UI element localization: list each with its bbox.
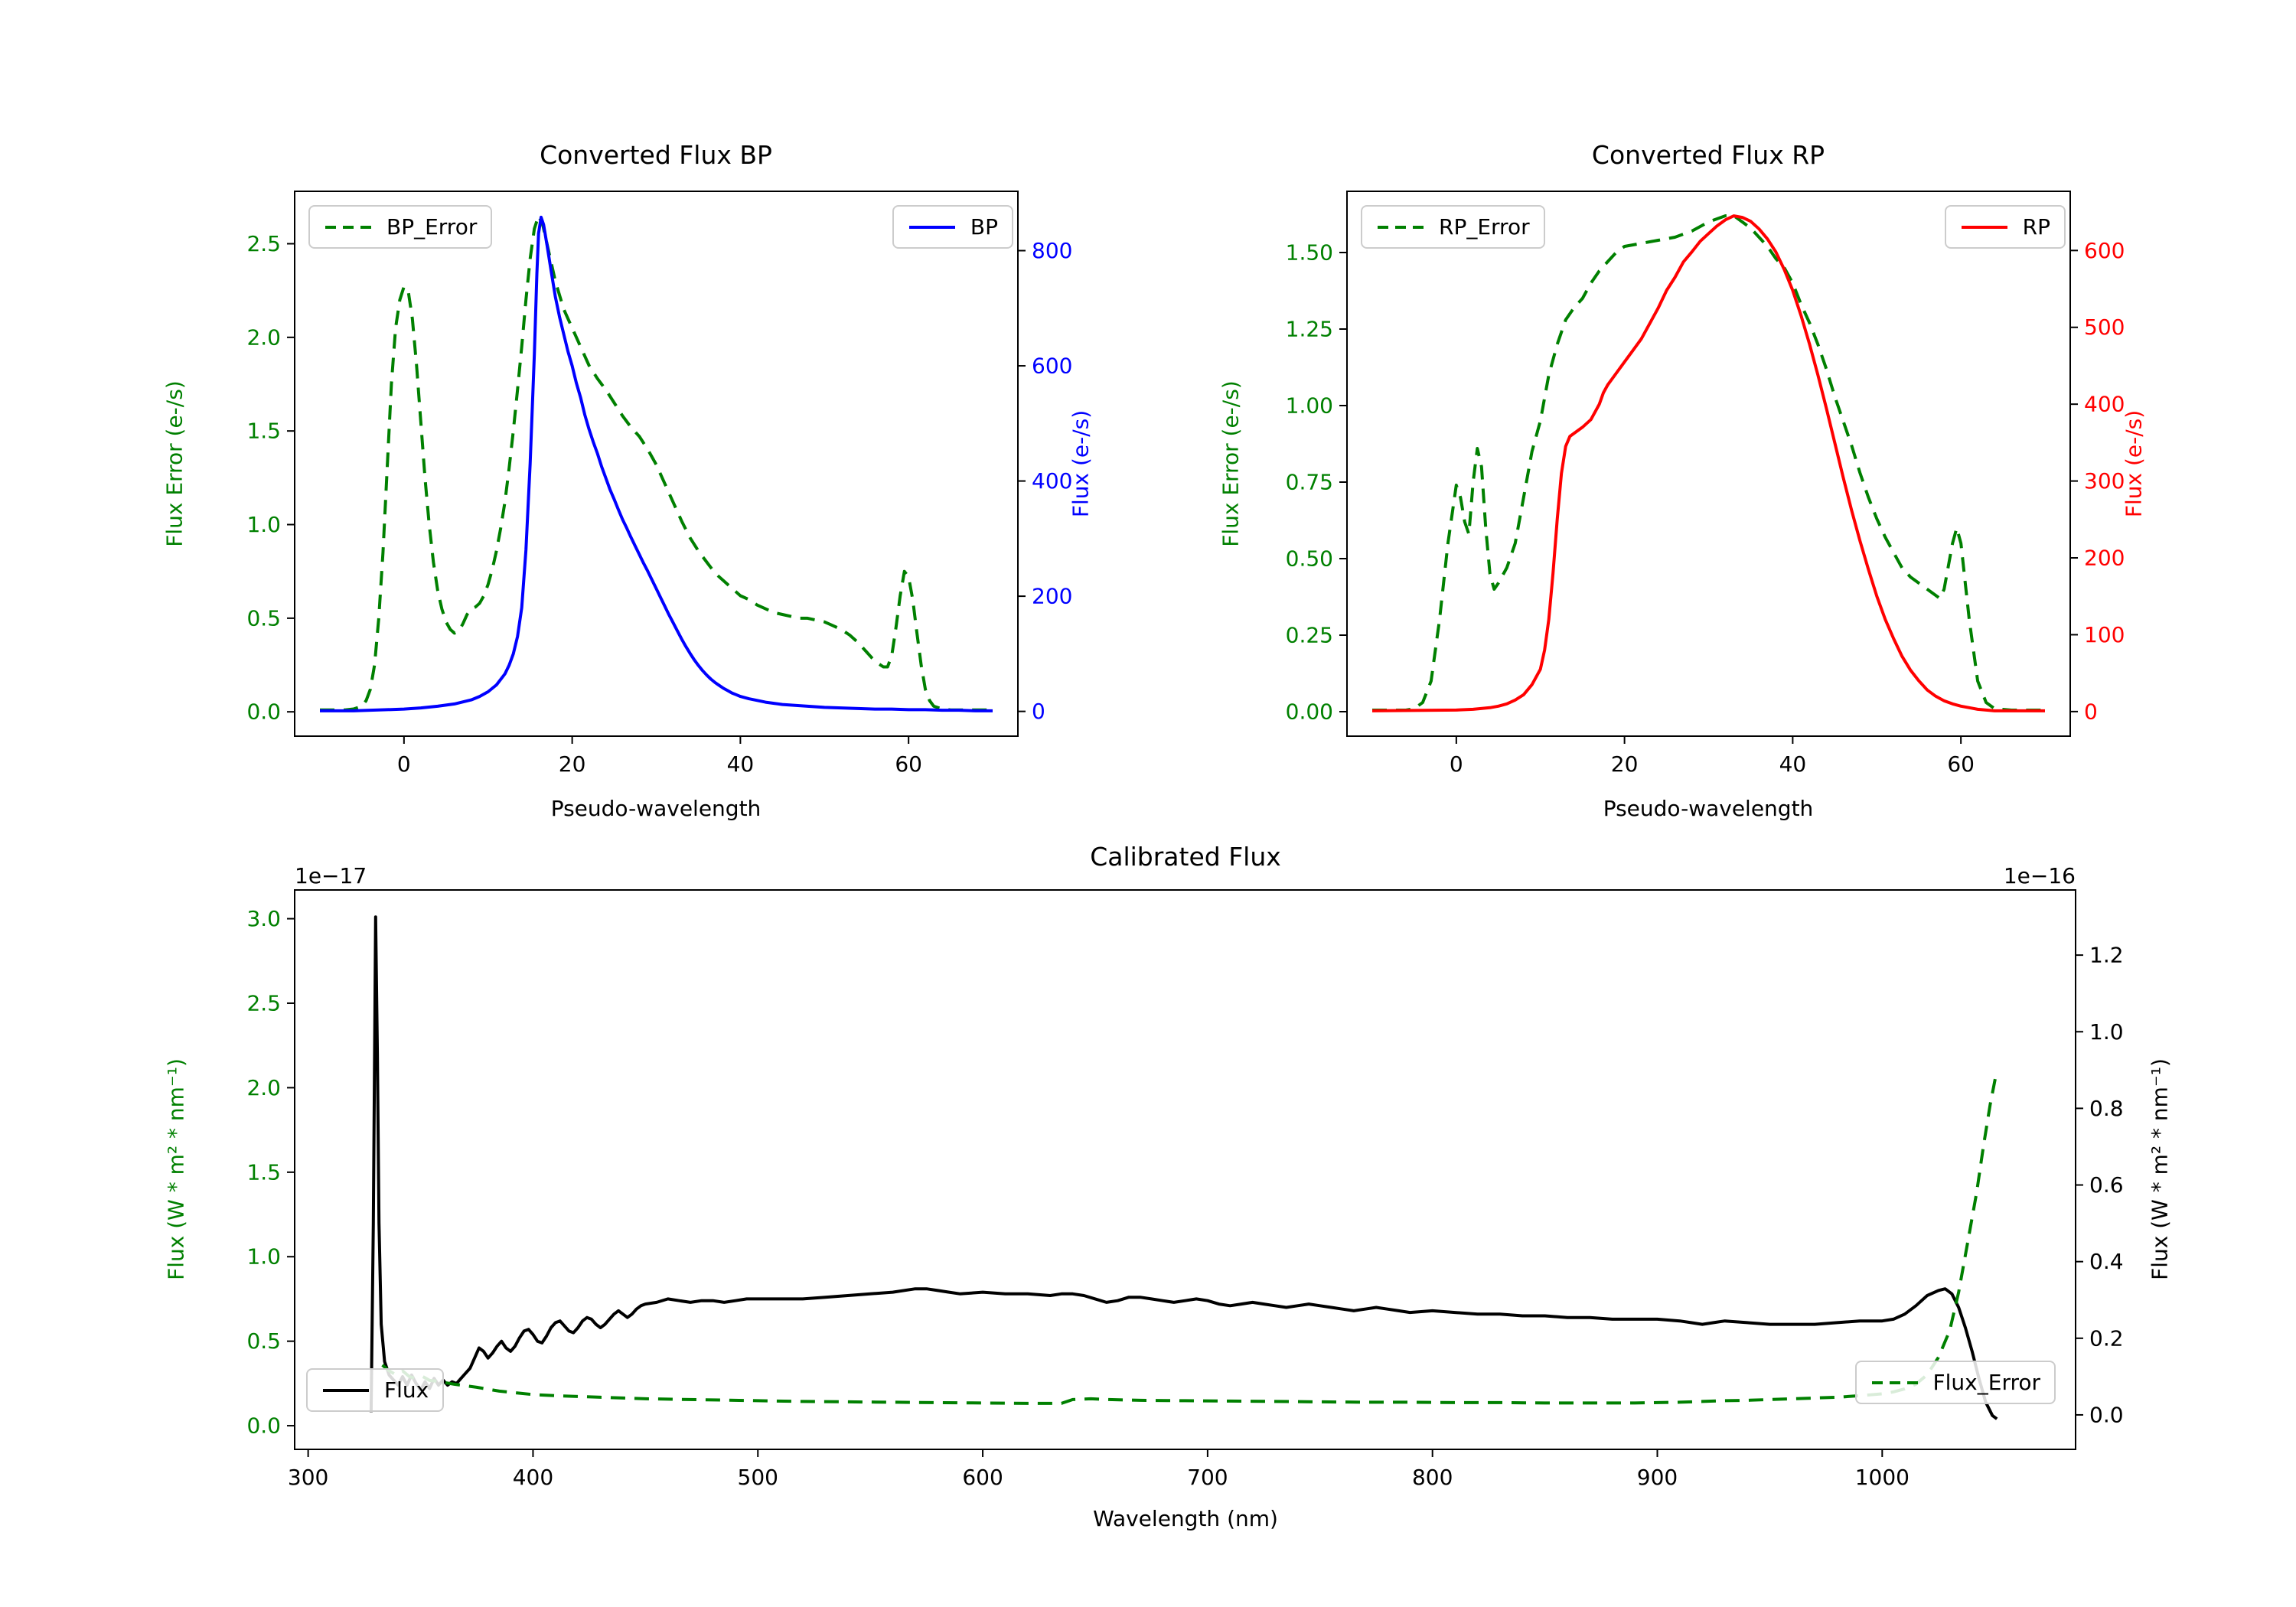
svg-text:1.00: 1.00 <box>1286 393 1333 419</box>
rp-legend: RP <box>1944 205 2066 249</box>
svg-text:0.0: 0.0 <box>2089 1402 2124 1427</box>
svg-text:0.50: 0.50 <box>1286 546 1333 572</box>
svg-text:1.5: 1.5 <box>246 419 281 444</box>
flux-legend: Flux <box>306 1368 445 1412</box>
svg-text:0.75: 0.75 <box>1286 470 1333 495</box>
svg-text:800: 800 <box>1032 238 1072 263</box>
rp-chart-title: Converted Flux RP <box>1591 140 1825 170</box>
svg-text:300: 300 <box>2084 468 2125 494</box>
svg-text:0.5: 0.5 <box>246 605 281 631</box>
svg-text:0.8: 0.8 <box>2089 1096 2124 1121</box>
svg-text:0.5: 0.5 <box>246 1328 281 1354</box>
svg-text:0: 0 <box>1450 751 1463 777</box>
svg-text:0.2: 0.2 <box>2089 1325 2124 1351</box>
svg-text:1000: 1000 <box>1855 1465 1910 1490</box>
flux-legend-label: Flux <box>384 1377 429 1403</box>
svg-text:0.0: 0.0 <box>246 1413 281 1439</box>
svg-text:400: 400 <box>513 1465 553 1490</box>
svg-text:1.50: 1.50 <box>1286 240 1333 266</box>
calibrated-yaxis-left-label: Flux (W * m² * nm⁻¹) <box>163 1058 189 1280</box>
rp-legend-line-icon <box>1961 225 2007 229</box>
rp-yaxis-left-label: Flux Error (e-/s) <box>1218 380 1244 547</box>
bp-xaxis-label: Pseudo-wavelength <box>550 796 762 821</box>
rp-yaxis-right-label: Flux (e-/s) <box>2121 409 2147 518</box>
bp-chart-title: Converted Flux BP <box>540 140 772 170</box>
svg-text:700: 700 <box>1187 1465 1228 1490</box>
svg-text:600: 600 <box>962 1465 1003 1490</box>
svg-text:60: 60 <box>1947 751 1975 777</box>
svg-text:1.0: 1.0 <box>246 512 281 537</box>
rp-error-legend: RP_Error <box>1361 205 1545 249</box>
svg-text:600: 600 <box>1032 354 1072 379</box>
svg-text:0.4: 0.4 <box>2089 1249 2124 1274</box>
bp-error-legend-line-icon <box>325 225 371 229</box>
svg-text:0.6: 0.6 <box>2089 1172 2124 1198</box>
svg-text:400: 400 <box>2084 392 2125 417</box>
rp-legend-label: RP <box>2022 214 2050 240</box>
calibrated-yaxis-right-label: Flux (W * m² * nm⁻¹) <box>2147 1058 2173 1280</box>
svg-text:2.0: 2.0 <box>246 324 281 350</box>
svg-text:300: 300 <box>288 1465 328 1490</box>
right-axis-offset-text: 1e−16 <box>2003 863 2076 888</box>
svg-text:1.2: 1.2 <box>2089 943 2124 968</box>
flux-error-legend: Flux_Error <box>1854 1361 2056 1404</box>
svg-text:900: 900 <box>1637 1465 1678 1490</box>
bp-yaxis-right-label: Flux (e-/s) <box>1068 409 1094 518</box>
svg-text:3.0: 3.0 <box>246 906 281 931</box>
rp-error-legend-line-icon <box>1378 225 1424 229</box>
bp-legend-line-icon <box>908 225 955 229</box>
bp-yaxis-left-label: Flux Error (e-/s) <box>161 380 188 547</box>
svg-text:500: 500 <box>738 1465 778 1490</box>
svg-text:800: 800 <box>1412 1465 1453 1490</box>
svg-text:1.0: 1.0 <box>2089 1019 2124 1045</box>
svg-text:0: 0 <box>2084 699 2098 724</box>
svg-text:500: 500 <box>2084 315 2125 340</box>
svg-text:200: 200 <box>1032 584 1072 609</box>
svg-text:200: 200 <box>2084 546 2125 571</box>
svg-text:600: 600 <box>2084 238 2125 263</box>
svg-text:20: 20 <box>559 751 586 777</box>
svg-text:1.0: 1.0 <box>246 1244 281 1270</box>
flux-error-legend-line-icon <box>1871 1380 1918 1384</box>
svg-text:0: 0 <box>1032 699 1045 724</box>
svg-text:2.5: 2.5 <box>246 990 281 1015</box>
svg-text:40: 40 <box>727 751 755 777</box>
left-axis-offset-text: 1e−17 <box>295 863 367 888</box>
svg-text:0: 0 <box>397 751 411 777</box>
svg-text:0.00: 0.00 <box>1286 699 1333 725</box>
rp-xaxis-label: Pseudo-wavelength <box>1603 796 1814 821</box>
calibrated-xaxis-label: Wavelength (nm) <box>1093 1506 1278 1531</box>
svg-text:2.0: 2.0 <box>246 1075 281 1100</box>
svg-text:0.0: 0.0 <box>246 699 281 725</box>
svg-text:0.25: 0.25 <box>1286 623 1333 648</box>
svg-text:40: 40 <box>1779 751 1807 777</box>
svg-text:20: 20 <box>1611 751 1639 777</box>
flux-error-legend-label: Flux_Error <box>1932 1370 2040 1395</box>
svg-text:100: 100 <box>2084 622 2125 647</box>
svg-text:2.5: 2.5 <box>246 231 281 256</box>
rp-error-legend-label: RP_Error <box>1439 214 1530 240</box>
svg-text:1.5: 1.5 <box>246 1159 281 1185</box>
calibrated-chart-title: Calibrated Flux <box>1090 842 1281 872</box>
bp-legend: BP <box>892 205 1013 249</box>
svg-text:60: 60 <box>895 751 922 777</box>
svg-text:400: 400 <box>1032 468 1072 494</box>
flux-legend-line-icon <box>323 1388 369 1392</box>
bp-legend-label: BP <box>970 214 998 240</box>
bp-error-legend-label: BP_Error <box>386 214 478 240</box>
bp-error-legend: BP_Error <box>308 205 493 249</box>
svg-text:1.25: 1.25 <box>1286 317 1333 342</box>
